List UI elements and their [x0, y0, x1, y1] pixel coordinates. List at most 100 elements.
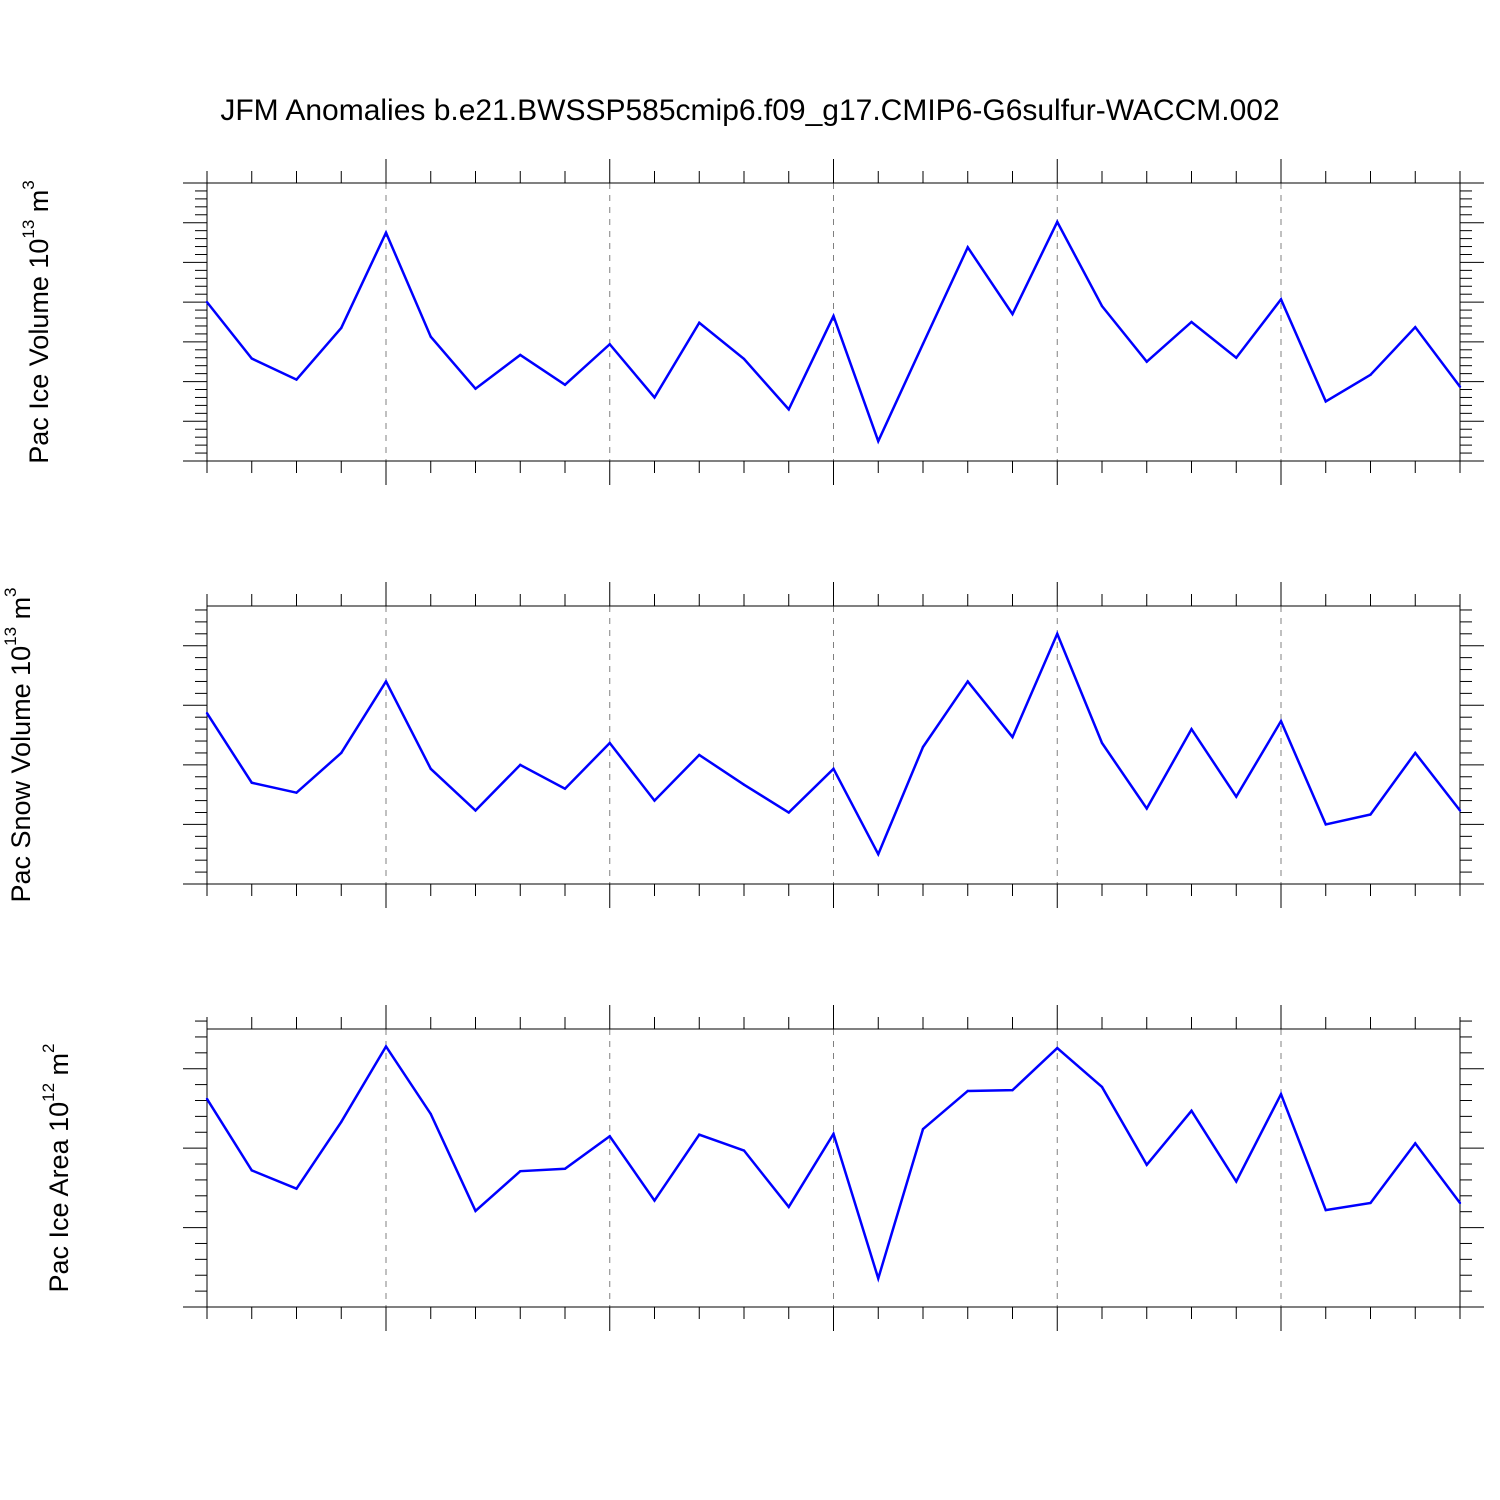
data-point: [698, 321, 701, 324]
data-point: [877, 853, 880, 856]
data-point: [742, 783, 746, 786]
data-point: [205, 712, 209, 715]
data-point: [1056, 220, 1059, 224]
data-point: [1056, 1046, 1059, 1050]
data-point: [474, 1209, 477, 1213]
data-point: [1414, 751, 1417, 755]
data-point: [1414, 325, 1417, 329]
data-point: [250, 1169, 253, 1172]
data-point: [921, 745, 925, 749]
data-point: [1414, 1142, 1417, 1145]
y-axis-label-part: m: [24, 190, 54, 220]
y-axis-label: Pac Snow Volume 1013 m3: [1, 587, 36, 902]
panel-3: Pac Ice Area 1012 m2: [39, 1005, 1484, 1331]
data-point: [250, 781, 253, 784]
data-point: [608, 741, 611, 745]
data-point: [1190, 1109, 1193, 1113]
data-point: [877, 439, 880, 443]
data-point: [384, 680, 388, 683]
data-point: [1324, 1208, 1327, 1212]
y-axis-label: Pac Ice Area 1012 m2: [39, 1043, 74, 1292]
y-axis-label-superscript: 13: [1, 627, 20, 646]
panel-1: Pac Ice Volume 1013 m3: [19, 159, 1484, 485]
y-axis-label-part: m: [44, 1053, 74, 1083]
data-point: [1279, 1092, 1283, 1096]
data-point: [519, 763, 522, 767]
data-point: [608, 1135, 611, 1138]
data-point: [205, 300, 209, 304]
data-point: [429, 767, 432, 771]
data-point: [966, 680, 969, 683]
data-point: [1011, 1088, 1014, 1092]
data-point: [787, 1205, 790, 1209]
y-axis-label: Pac Ice Volume 1013 m3: [19, 180, 54, 464]
data-point: [1369, 813, 1372, 816]
data-point: [295, 1187, 298, 1190]
data-point: [698, 1133, 701, 1136]
data-point: [1011, 735, 1014, 739]
data-point: [966, 246, 969, 249]
data-point: [653, 396, 656, 399]
data-point: [653, 799, 656, 802]
data-point: [429, 335, 432, 338]
data-point: [340, 1120, 343, 1124]
data-point: [1458, 1201, 1462, 1205]
data-point: [832, 314, 835, 318]
data-point: [832, 1132, 835, 1136]
data-point: [474, 809, 477, 812]
data-point: [921, 342, 925, 346]
data-point: [698, 753, 701, 757]
data-point: [1235, 795, 1238, 798]
data-point: [742, 357, 746, 361]
y-axis-label-superscript: 3: [1, 587, 20, 596]
data-point: [340, 751, 343, 755]
data-point: [787, 408, 790, 411]
data-point: [787, 811, 790, 814]
data-point: [384, 231, 388, 234]
data-point: [608, 343, 611, 346]
y-axis-label-part: m: [6, 597, 36, 627]
panel-2: Pac Snow Volume 1013 m3: [1, 582, 1484, 908]
data-point: [653, 1199, 656, 1202]
data-point: [340, 326, 343, 330]
y-axis-label-part: Pac Snow Volume 10: [6, 646, 36, 903]
data-point: [1145, 360, 1148, 363]
data-point: [1190, 320, 1193, 324]
data-point: [921, 1127, 925, 1131]
data-point: [295, 378, 298, 381]
data-point: [474, 387, 477, 390]
data-point: [1235, 356, 1238, 359]
data-point: [563, 787, 567, 790]
data-point: [1458, 385, 1462, 388]
data-point: [1056, 632, 1059, 635]
data-point: [1100, 1085, 1104, 1089]
data-point: [1145, 807, 1148, 810]
y-axis-label-superscript: 3: [19, 180, 38, 189]
data-point: [966, 1089, 969, 1093]
data-point: [1011, 312, 1014, 316]
y-axis-label-part: Pac Ice Volume 10: [24, 239, 54, 464]
data-point: [519, 353, 522, 357]
y-axis-label-superscript: 12: [39, 1083, 58, 1102]
data-point: [1100, 304, 1104, 308]
data-point: [1145, 1163, 1148, 1167]
figure-title: JFM Anomalies b.e21.BWSSP585cmip6.f09_g1…: [220, 94, 1279, 127]
y-axis-label-superscript: 2: [39, 1043, 58, 1052]
data-point: [295, 791, 298, 794]
data-point: [832, 767, 835, 771]
data-point: [877, 1277, 880, 1280]
data-point: [250, 357, 253, 360]
data-point: [1369, 373, 1372, 377]
data-point: [1190, 727, 1193, 731]
data-point: [1235, 1180, 1238, 1183]
y-axis-label-part: Pac Ice Area 10: [44, 1102, 74, 1293]
data-point: [429, 1112, 432, 1116]
data-point: [1279, 719, 1283, 723]
data-point: [1324, 823, 1327, 826]
data-point: [563, 1167, 567, 1170]
data-point: [742, 1149, 746, 1152]
data-point: [1324, 400, 1327, 403]
data-point: [1369, 1201, 1372, 1205]
